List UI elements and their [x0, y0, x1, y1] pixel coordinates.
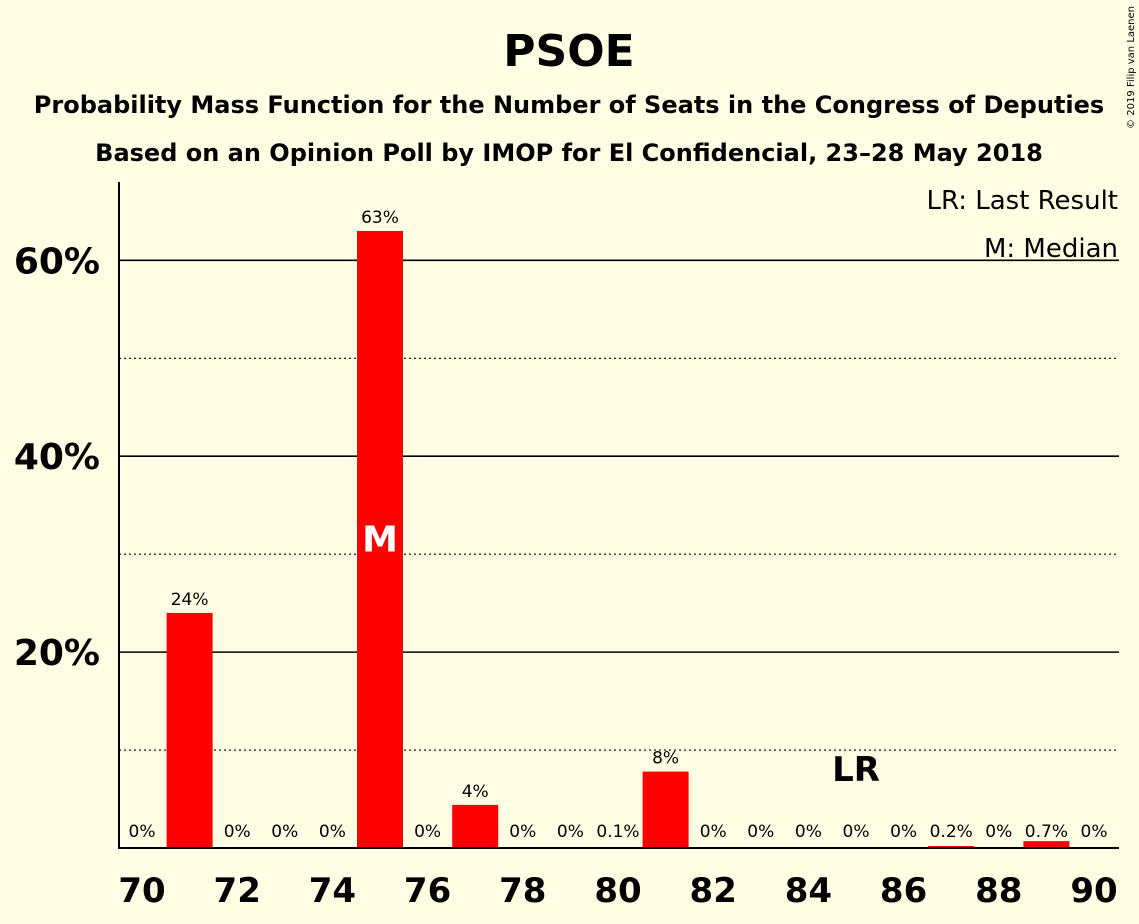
bar-value-label: 63% — [361, 208, 399, 228]
bar-value-label: 8% — [652, 749, 679, 769]
bar-value-label: 0% — [557, 822, 584, 842]
x-tick-label: 80 — [594, 871, 641, 911]
bar-value-label: 0.2% — [930, 822, 973, 842]
bar-value-label: 0% — [1081, 822, 1108, 842]
bar-value-label: 0% — [509, 822, 536, 842]
y-tick-label: 20% — [14, 633, 100, 674]
grid-layer — [119, 259, 1119, 751]
x-tick-label: 74 — [309, 871, 356, 911]
bar-value-label: 0.7% — [1025, 822, 1068, 842]
legend-median: M: Median — [984, 234, 1118, 264]
bar-value-label: 0% — [414, 822, 441, 842]
chart-subtitle-2: Based on an Opinion Poll by IMOP for El … — [95, 139, 1043, 167]
bar-value-label: 24% — [171, 590, 209, 610]
legend-last-result: LR: Last Result — [926, 186, 1118, 216]
bar-seat-75 — [357, 230, 403, 848]
bar-seat-77 — [452, 804, 499, 848]
last-result-marker: LR — [832, 750, 880, 790]
chart-title: PSOE — [503, 26, 634, 77]
x-tick-label: 76 — [404, 871, 451, 911]
x-tick-label: 72 — [214, 871, 261, 911]
bar-seat-71 — [166, 612, 213, 848]
x-tick-label: 84 — [785, 871, 832, 911]
bar-value-label: 0% — [795, 822, 822, 842]
bar-value-label: 0% — [890, 822, 917, 842]
chart-subtitle-1: Probability Mass Function for the Number… — [34, 91, 1104, 119]
bar-value-label: 0% — [985, 822, 1012, 842]
labels-layer: 20% 40% 60% 0% 24% 0% 0% 0% 63% 0% 4% 0% 0% 0.1% 8% 0% 0… — [14, 208, 1118, 911]
bar-seat-81 — [642, 771, 689, 848]
bar-value-label: 0% — [700, 822, 727, 842]
x-tick-label: 78 — [499, 871, 546, 911]
x-tick-label: 90 — [1070, 871, 1117, 911]
x-tick-label: 88 — [975, 871, 1022, 911]
copyright-text: © 2019 Filip van Laenen — [1126, 6, 1137, 129]
bar-seat-89 — [1023, 841, 1070, 848]
bars-layer — [166, 230, 1070, 848]
bar-value-label: 0% — [271, 822, 298, 842]
x-tick-label: 70 — [118, 871, 165, 911]
axes-layer — [118, 182, 1119, 849]
y-tick-label: 60% — [14, 241, 100, 282]
x-tick-label: 86 — [880, 871, 927, 911]
bar-value-label: 0% — [129, 822, 156, 842]
x-tick-label: 82 — [690, 871, 737, 911]
median-marker: M — [362, 519, 398, 560]
bar-value-label: 0.1% — [596, 822, 639, 842]
bar-value-label: 0% — [224, 822, 251, 842]
bar-value-label: 0% — [319, 822, 346, 842]
y-tick-label: 40% — [14, 437, 100, 478]
bar-value-label: 0% — [843, 822, 870, 842]
bar-value-label: 0% — [747, 822, 774, 842]
bar-value-label: 4% — [462, 782, 489, 802]
